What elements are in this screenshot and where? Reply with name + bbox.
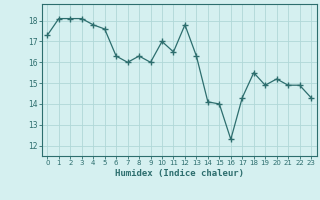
X-axis label: Humidex (Indice chaleur): Humidex (Indice chaleur): [115, 169, 244, 178]
